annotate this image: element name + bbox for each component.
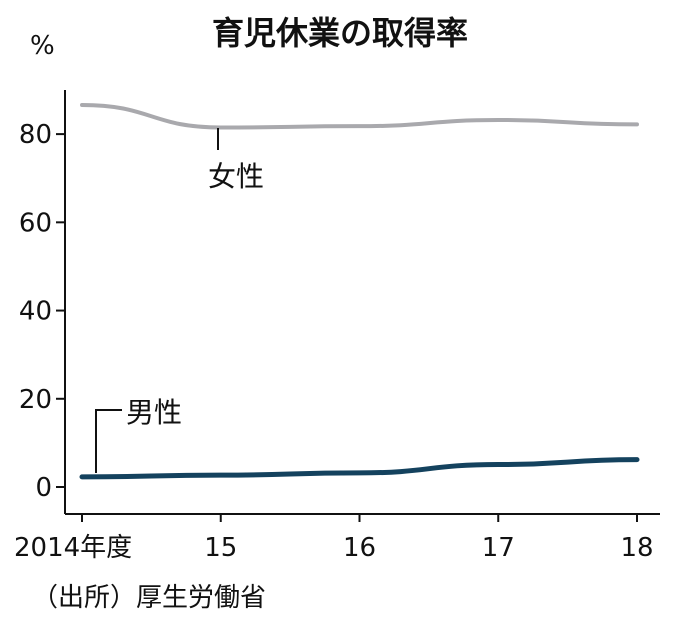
y-tick-label-4: 80 — [19, 120, 52, 150]
legend-label-female: 女性 — [208, 160, 264, 193]
series-label-female: 女性 — [208, 128, 264, 193]
x-ticks: 2014年度 15 16 17 18 — [14, 514, 654, 563]
x-tick-label-1: 15 — [204, 533, 237, 563]
series-lines — [79, 102, 640, 480]
source-note: （出所）厚生労働省 — [32, 583, 266, 613]
chart-title: 育児休業の取得率 — [212, 14, 468, 52]
y-tick-label-1: 20 — [19, 385, 52, 415]
axes — [64, 90, 660, 515]
y-tick-label-2: 40 — [19, 297, 52, 327]
x-tick-label-0: 2014年度 — [14, 533, 132, 563]
x-tick-label-4: 18 — [620, 533, 653, 563]
y-axis-unit: % — [30, 31, 55, 61]
x-tick-label-3: 17 — [482, 533, 515, 563]
y-tick-label-0: 0 — [35, 473, 52, 503]
series-line-1 — [79, 457, 640, 480]
y-tick-label-3: 60 — [19, 208, 52, 238]
male-label-leader — [95, 409, 122, 473]
y-ticks: 0 20 40 60 80 — [19, 120, 65, 503]
series-line-0 — [80, 102, 639, 130]
series-label-male: 男性 — [95, 396, 182, 473]
legend-label-male: 男性 — [126, 396, 182, 429]
x-tick-label-2: 16 — [343, 533, 376, 563]
